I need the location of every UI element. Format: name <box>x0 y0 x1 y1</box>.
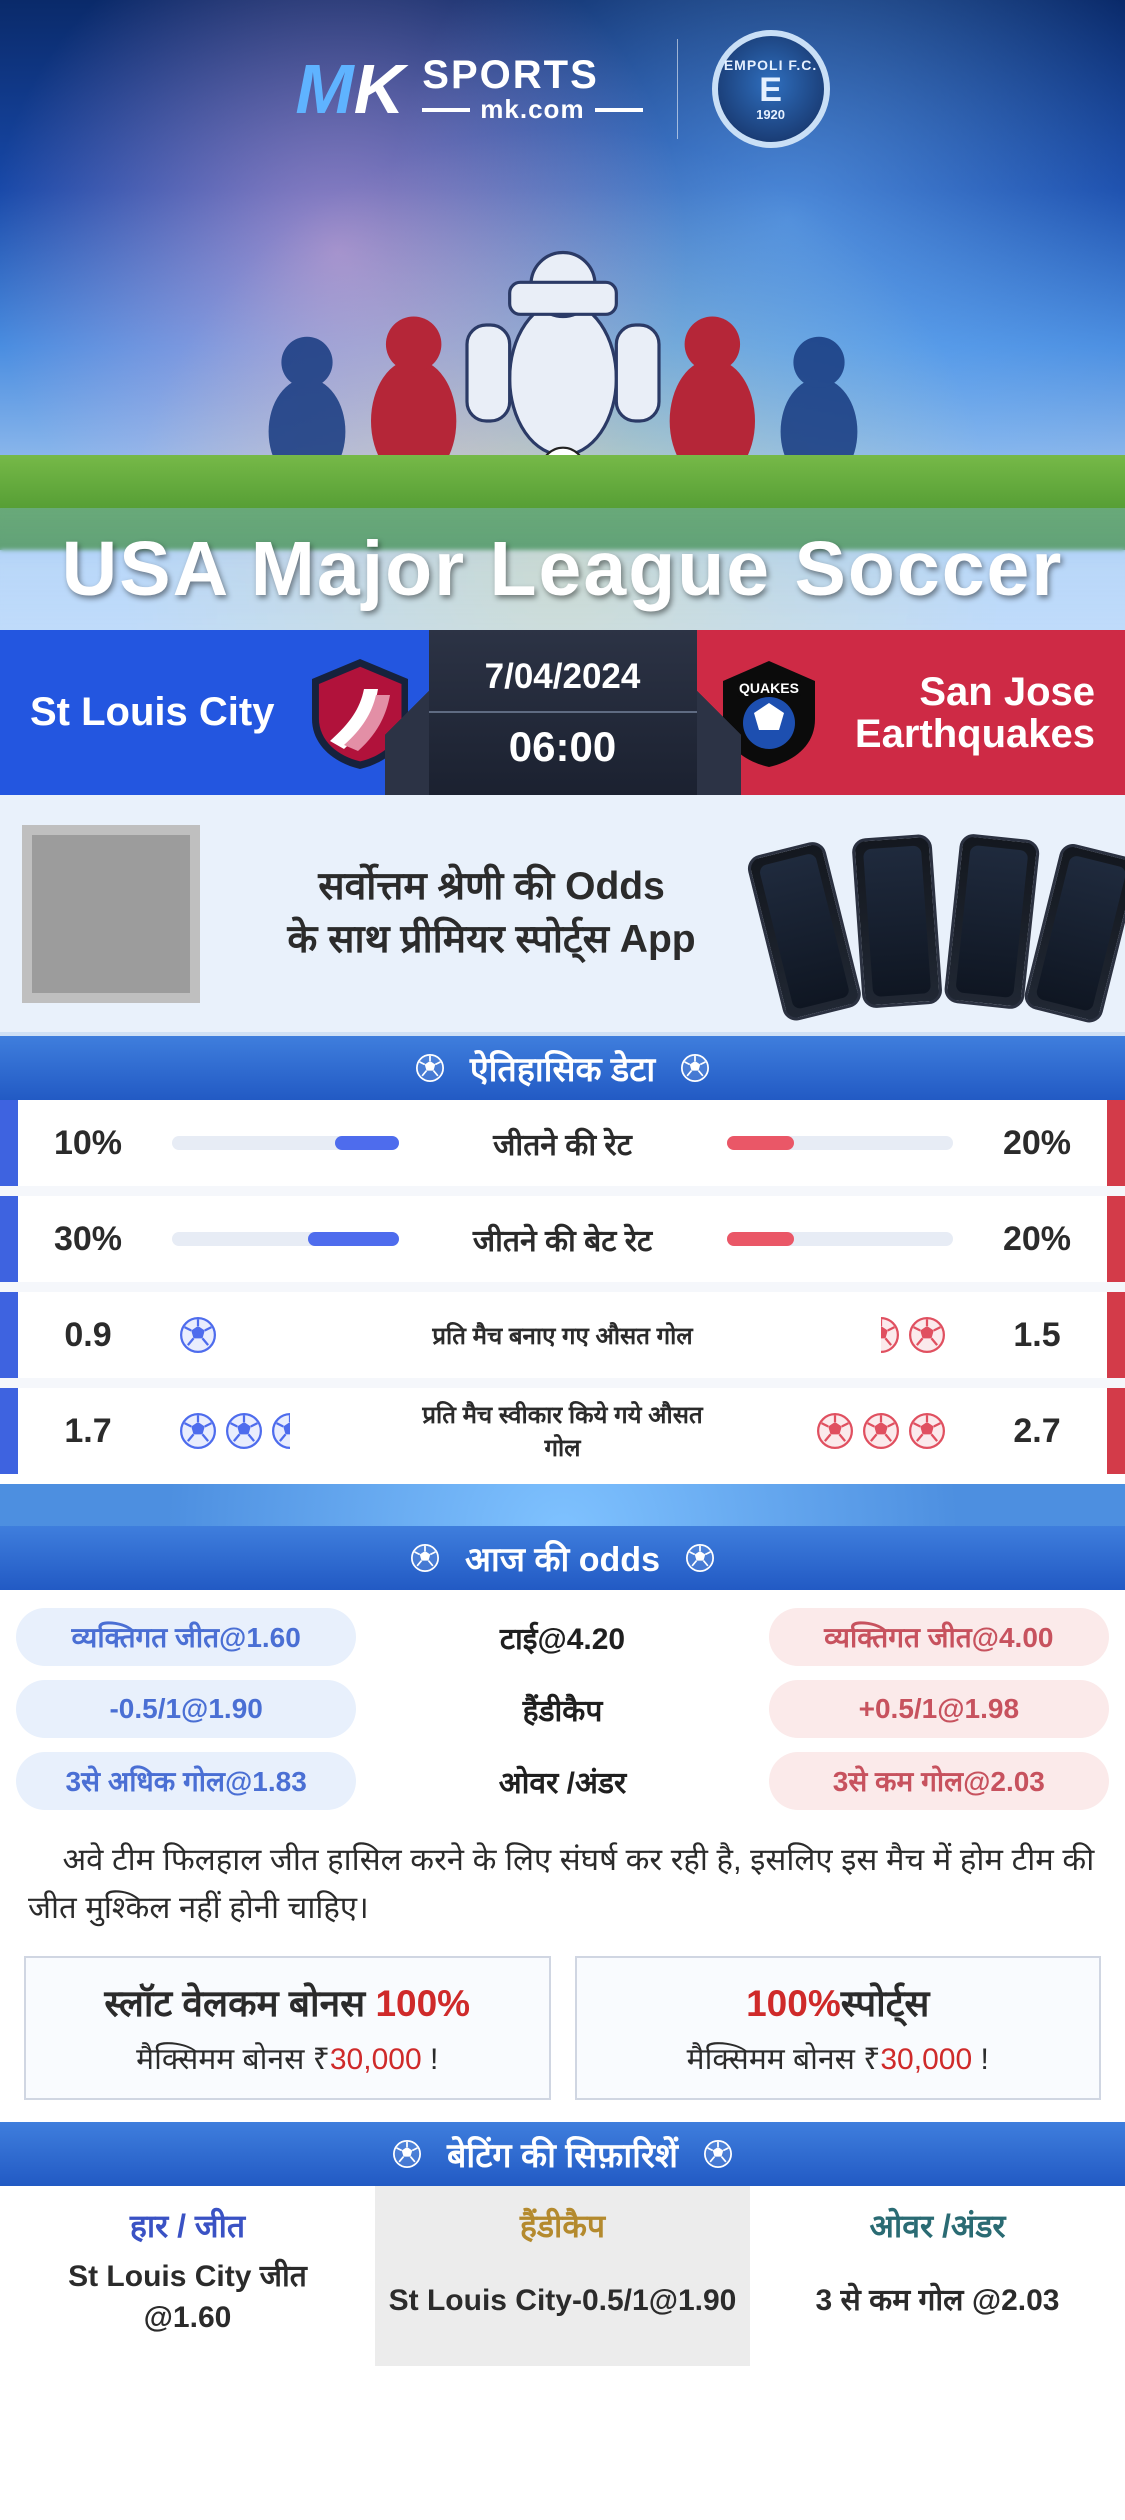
odds-home-win[interactable]: व्यक्तिगत जीत@1.60 <box>16 1608 356 1666</box>
ball-icon <box>863 1317 899 1353</box>
hist-left-value: 30% <box>18 1220 158 1259</box>
hist-right-value: 20% <box>967 1124 1107 1163</box>
home-team-name: St Louis City <box>30 690 274 735</box>
match-bar: St Louis City 7/04/2024 06:00 QUAKES <box>0 630 1125 795</box>
away-team-name-1: San Jose <box>855 671 1095 713</box>
promo-phones <box>783 821 1103 1006</box>
svg-text:QUAKES: QUAKES <box>739 680 799 696</box>
league-title-bar: USA Major League Soccer <box>0 508 1125 630</box>
brand-line2: mk.com <box>480 96 584 123</box>
hist-row: 0.9 प्रति मैच बनाए गए औसत गोल 1.5 <box>0 1292 1125 1378</box>
odds-away-win[interactable]: व्यक्तिगत जीत@4.00 <box>769 1608 1109 1666</box>
hist-right-value: 1.5 <box>967 1316 1107 1355</box>
recommendations: हार / जीत St Louis City जीत@1.60 हैंडीकै… <box>0 2186 1125 2366</box>
hist-right-value: 20% <box>967 1220 1107 1259</box>
ball-icon <box>180 1317 216 1353</box>
qr-placeholder <box>22 825 200 1003</box>
away-team-name-2: Earthquakes <box>855 713 1095 755</box>
brand-logo: MK SPORTS mk.com <box>295 49 642 129</box>
home-team[interactable]: St Louis City <box>0 630 429 795</box>
odds-overunder-label: ओवर /अंडर <box>392 1752 732 1810</box>
ball-icon <box>909 1317 945 1353</box>
hero-banner: MK SPORTS mk.com EMPOLI F.C. E 1920 <box>0 0 1125 630</box>
rec-overunder[interactable]: ओवर /अंडर 3 से कम गोल @2.03 <box>750 2186 1125 2366</box>
hist-left-value: 0.9 <box>18 1316 158 1355</box>
odds-over[interactable]: 3से अधिक गोल@1.83 <box>16 1752 356 1810</box>
brand-line1: SPORTS <box>422 54 642 96</box>
promo-text: सर्वोत्तम श्रेणी की Odds के साथ प्रीमियर… <box>230 861 753 966</box>
ball-icon <box>909 1413 945 1449</box>
hist-right-value: 2.7 <box>967 1412 1107 1451</box>
hist-label: जीतने की रेट <box>413 1123 713 1164</box>
section-recs: बेटिंग की सिफ़ारिशें <box>0 2122 1125 2186</box>
ball-icon <box>416 1054 444 1082</box>
promo-strip[interactable]: सर्वोत्तम श्रेणी की Odds के साथ प्रीमियर… <box>0 795 1125 1036</box>
bonus-sports[interactable]: 100%स्पोर्ट्स मैक्सिमम बोनस ₹30,000 ! <box>575 1956 1102 2100</box>
bonus-row: स्लॉट वेलकम बोनस 100% मैक्सिमम बोनस ₹30,… <box>0 1952 1125 2122</box>
hist-left-value: 1.7 <box>18 1412 158 1451</box>
hist-row: 10% जीतने की रेट 20% <box>0 1100 1125 1186</box>
odds-under[interactable]: 3से कम गोल@2.03 <box>769 1752 1109 1810</box>
odds-handicap-home[interactable]: -0.5/1@1.90 <box>16 1680 356 1738</box>
ball-icon <box>393 2140 421 2168</box>
divider-bg <box>0 1484 1125 1526</box>
rec-winlose[interactable]: हार / जीत St Louis City जीत@1.60 <box>0 2186 375 2366</box>
historical-stats: 10% जीतने की रेट 20% 30% जीतने की बेट रेट 20%… <box>0 1100 1125 1474</box>
hist-label: प्रति मैच स्वीकार किये गये औसत गोल <box>413 1398 713 1464</box>
analysis-note: अवे टीम फिलहाल जीत हासिल करने के लिए संघ… <box>0 1820 1125 1952</box>
section-historical: ऐतिहासिक डेटा <box>0 1036 1125 1100</box>
odds-handicap-label: हैंडीकैप <box>392 1680 732 1738</box>
bonus-slot[interactable]: स्लॉट वेलकम बोनस 100% मैक्सिमम बोनस ₹30,… <box>24 1956 551 2100</box>
hist-label: प्रति मैच बनाए गए औसत गोल <box>413 1319 713 1352</box>
rec-handicap[interactable]: हैंडीकैप St Louis City-0.5/1@1.90 <box>375 2186 750 2366</box>
ball-icon <box>226 1413 262 1449</box>
match-time: 06:00 <box>429 713 697 789</box>
hist-row: 30% जीतने की बेट रेट 20% <box>0 1196 1125 1282</box>
ball-icon <box>686 1544 714 1572</box>
odds-handicap-away[interactable]: +0.5/1@1.98 <box>769 1680 1109 1738</box>
brand-divider <box>677 39 678 139</box>
match-datetime: 7/04/2024 06:00 <box>429 630 697 795</box>
ball-icon <box>411 1544 439 1572</box>
hist-left-value: 10% <box>18 1124 158 1163</box>
ball-icon <box>704 2140 732 2168</box>
hist-row: 1.7 प्रति मैच स्वीकार किये गये औसत गोल 2.7 <box>0 1388 1125 1474</box>
section-odds: आज की odds <box>0 1526 1125 1590</box>
odds-tie[interactable]: टाई@4.20 <box>392 1608 732 1666</box>
hero-players <box>0 145 1125 485</box>
ball-icon <box>817 1413 853 1449</box>
ball-icon <box>272 1413 308 1449</box>
hist-label: जीतने की बेट रेट <box>413 1219 713 1260</box>
odds-grid: व्यक्तिगत जीत@1.60 टाई@4.20 व्यक्तिगत जी… <box>0 1590 1125 1820</box>
ball-icon <box>863 1413 899 1449</box>
league-title: USA Major League Soccer <box>62 525 1064 614</box>
club-crest: EMPOLI F.C. E 1920 <box>712 30 830 148</box>
ball-icon <box>180 1413 216 1449</box>
ball-icon <box>681 1054 709 1082</box>
match-date: 7/04/2024 <box>429 637 697 711</box>
away-team[interactable]: QUAKES San Jose Earthquakes <box>697 630 1125 795</box>
